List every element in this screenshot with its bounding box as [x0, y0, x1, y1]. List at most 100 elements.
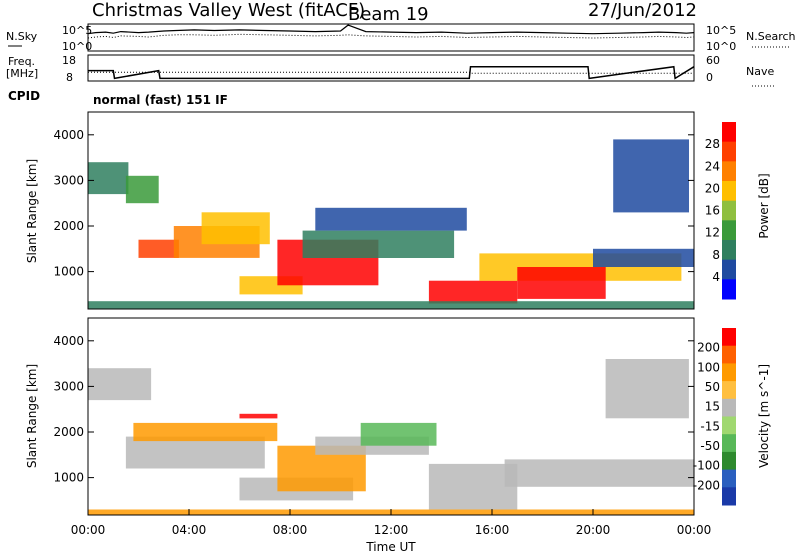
x-tick-label: 20:00 [576, 523, 611, 537]
velocity-colorbar-tick: -50 [700, 439, 720, 453]
nave-label: Nave [746, 65, 774, 78]
power-colorbar-swatch [722, 240, 736, 261]
x-tick-label: 08:00 [273, 523, 308, 537]
nave-tick-bottom: 0 [706, 71, 713, 84]
power-colorbar-swatch [722, 122, 736, 143]
velocity-ytick-label: 4000 [53, 334, 84, 348]
x-tick-label: 12:00 [374, 523, 409, 537]
velocity-colorbar-tick: 50 [705, 380, 720, 394]
power-colorbar-tick: 12 [705, 226, 720, 240]
velocity-panel: 1000 2000 3000 4000 00:00 04:00 08:00 12:00 16:… [25, 317, 771, 554]
velocity-colorbar-swatch [722, 345, 736, 364]
noise-tick-top-right: 10^5 [706, 24, 736, 37]
nave-tick-top: 60 [706, 54, 720, 67]
velocity-region [133, 422, 278, 442]
power-colorbar-tick: 28 [705, 137, 720, 151]
velocity-colorbar: 200 100 50 15 -15 -50 -100 -200 [693, 328, 736, 506]
station-title: Christmas Valley West (fitACF) [92, 0, 365, 21]
power-data [88, 139, 694, 309]
power-colorbar-swatch [722, 181, 736, 202]
velocity-region [125, 436, 265, 469]
velocity-colorbar-swatch [722, 416, 736, 435]
power-region [302, 230, 455, 258]
frequency-series [88, 65, 695, 80]
velocity-colorbar-swatch [722, 363, 736, 382]
velocity-colorbar-tick: 15 [705, 400, 720, 414]
power-region [125, 175, 159, 204]
power-colorbar-swatch [722, 259, 736, 280]
power-colorbar-swatch [722, 220, 736, 241]
power-region [517, 267, 606, 299]
noise-line-nsky [87, 24, 695, 35]
power-ytick-label: 2000 [53, 219, 84, 233]
velocity-colorbar-tick: 200 [697, 341, 720, 355]
noise-tick-bottom-right: 10^0 [706, 40, 736, 53]
freq-line [88, 65, 695, 80]
power-colorbar-tick: 20 [705, 181, 720, 195]
power-ytick-label: 3000 [53, 173, 84, 187]
x-tick-label: 00:00 [71, 523, 106, 537]
power-colorbar-tick: 16 [705, 204, 720, 218]
velocity-region [504, 459, 694, 487]
velocity-colorbar-tick: -100 [693, 459, 720, 473]
power-colorbar-label: Power [dB] [757, 173, 771, 238]
velocity-colorbar-swatch [722, 487, 736, 506]
freq-label: Freq. [8, 55, 35, 68]
cpid-label: CPID [8, 89, 40, 103]
x-tick-label: 04:00 [172, 523, 207, 537]
frequency-panel: Freq. [MHz] 18 8 60 0 Nave [6, 54, 775, 87]
velocity-ytick-label: 3000 [53, 379, 84, 393]
velocity-y-ticks: 1000 2000 3000 4000 [53, 334, 694, 485]
velocity-ytick-label: 1000 [53, 471, 84, 485]
time-xlabel: Time UT [365, 540, 416, 554]
velocity-colorbar-swatch [722, 381, 736, 400]
power-region [201, 212, 270, 245]
noise-line-nsearch [87, 33, 695, 39]
power-region [88, 301, 694, 309]
power-colorbar: 28 24 20 16 12 8 4 [705, 122, 736, 300]
power-region [593, 248, 694, 267]
power-region [138, 239, 179, 258]
frequency-panel-frame [87, 54, 695, 82]
date-label: 27/Jun/2012 [588, 0, 697, 21]
velocity-colorbar-tick: -15 [700, 419, 720, 433]
power-colorbar-swatch [722, 161, 736, 182]
power-y-ticks: 1000 2000 3000 4000 [53, 128, 694, 279]
velocity-colorbar-swatch [722, 469, 736, 488]
velocity-ylabel: Slant Range [km] [25, 364, 39, 468]
noise-panel-frame [87, 23, 695, 52]
power-panel-frame [87, 111, 695, 310]
power-colorbar-tick: 4 [712, 270, 720, 284]
velocity-region [605, 359, 689, 419]
x-tick-label: 00:00 [677, 523, 712, 537]
power-ytick-label: 1000 [53, 265, 84, 279]
power-colorbar-swatch [722, 141, 736, 162]
power-region [613, 139, 689, 213]
velocity-region [239, 413, 278, 419]
velocity-colorbar-swatch [722, 451, 736, 471]
x-tick-label: 16:00 [475, 523, 510, 537]
noise-tick-bottom-left: 10^0 [62, 40, 92, 53]
freq-unit-label: [MHz] [6, 67, 38, 80]
beam-label: Beam 19 [348, 4, 429, 25]
power-region [428, 280, 518, 304]
velocity-region [428, 463, 518, 510]
velocity-ytick-label: 2000 [53, 425, 84, 439]
velocity-colorbar-label: Velocity [m s^-1] [757, 364, 771, 468]
power-colorbar-swatch [722, 279, 736, 300]
velocity-colorbar-swatch [722, 434, 736, 453]
noise-tick-top-left: 10^5 [62, 24, 92, 37]
nsky-label: N.Sky [6, 30, 38, 43]
velocity-colorbar-tick: 100 [697, 360, 720, 374]
freq-tick-bottom: 8 [66, 71, 73, 84]
time-x-ticks: 00:00 04:00 08:00 12:00 16:00 20:00 00:00 [71, 509, 712, 537]
power-ylabel: Slant Range [km] [25, 159, 39, 263]
power-colorbar-tick: 8 [712, 248, 720, 262]
velocity-colorbar-swatch [722, 398, 736, 417]
power-colorbar-swatch [722, 200, 736, 221]
noise-series [87, 24, 695, 39]
power-panel: 1000 2000 3000 4000 Slant Range [km] 28 24 20… [25, 111, 771, 310]
velocity-colorbar-swatch [722, 328, 736, 347]
freq-tick-top: 18 [62, 54, 76, 67]
